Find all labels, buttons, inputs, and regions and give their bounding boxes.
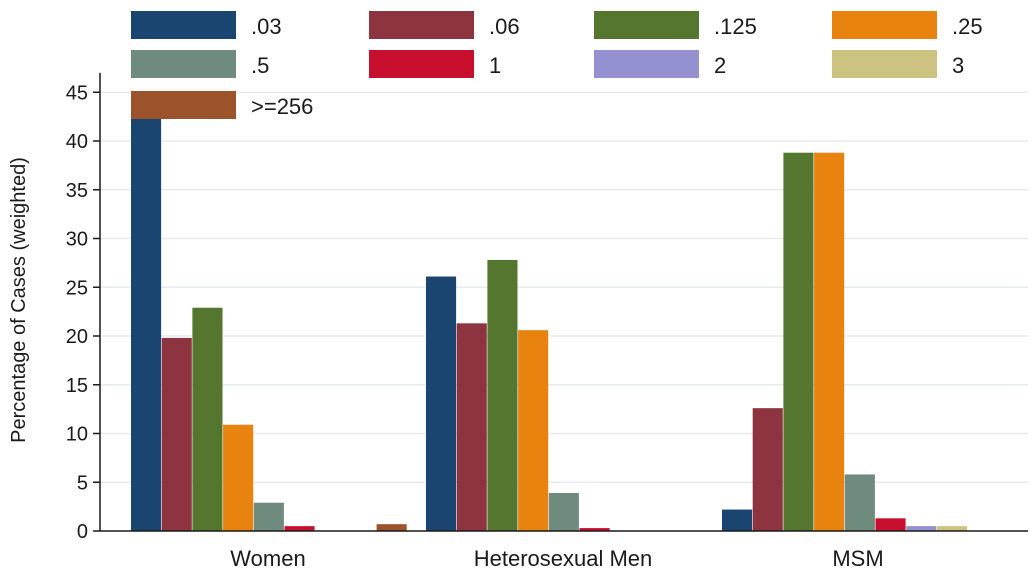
bar-msm-3: [936, 526, 967, 531]
y-tick-label: 20: [66, 326, 88, 348]
axes: 0 5 10 15 20 25 30 35 40 45 Women Heterosexual Men M…: [66, 72, 1028, 571]
legend-swatch-256: [131, 91, 236, 119]
legend-label-06: .06: [489, 14, 520, 39]
y-tick-label: 15: [66, 375, 88, 397]
y-tick-label: 5: [77, 472, 88, 494]
legend-swatch-03: [131, 11, 236, 39]
bar-women-1: [284, 526, 315, 531]
bar-women-25: [223, 424, 254, 531]
legend-label-5: .5: [251, 53, 269, 78]
bar-heterosexual-men-1: [579, 528, 610, 531]
legend-label-03: .03: [251, 14, 282, 39]
y-tick-label: 0: [77, 521, 88, 543]
bar-msm-2: [906, 526, 937, 531]
bar-women-03: [131, 117, 162, 531]
legend-swatch-5: [131, 50, 236, 78]
bar-women-125: [192, 307, 223, 531]
bar-heterosexual-men-06: [456, 323, 487, 531]
bar-women-06: [161, 337, 192, 531]
y-axis-title: Percentage of Cases (weighted): [8, 157, 30, 443]
legend-swatch-2: [594, 50, 699, 78]
bar-msm-25: [814, 152, 845, 531]
bar-heterosexual-men-5: [548, 492, 579, 531]
legend-swatch-1: [369, 50, 474, 78]
legend-label-256: >=256: [251, 94, 313, 119]
gridlines: [100, 91, 1028, 483]
legend-label-3: 3: [952, 53, 964, 78]
legend-swatch-3: [832, 50, 937, 78]
y-tick-label: 10: [66, 424, 88, 446]
legend-label-1: 1: [489, 53, 501, 78]
bar-msm-1: [875, 518, 906, 531]
x-category-label: MSM: [832, 546, 883, 571]
legend-label-125: .125: [714, 14, 757, 39]
bars: [131, 117, 967, 531]
bar-women-5: [253, 502, 284, 531]
bar-heterosexual-men-03: [426, 276, 457, 531]
x-category-label: Women: [230, 546, 305, 571]
bar-msm-06: [752, 408, 783, 531]
y-tick-label: 35: [66, 180, 88, 202]
y-tick-label: 40: [66, 131, 88, 153]
y-tick-label: 45: [66, 82, 88, 104]
bar-women-256: [376, 524, 407, 531]
bar-heterosexual-men-125: [487, 259, 518, 531]
x-category-label: Heterosexual Men: [474, 546, 653, 571]
legend-swatch-06: [369, 11, 474, 39]
legend: .03 .06 .125 .25 .5 1 2 3 >=256: [131, 11, 983, 119]
y-tick-label: 25: [66, 277, 88, 299]
y-tick-label: 30: [66, 229, 88, 251]
legend-swatch-25: [832, 11, 937, 39]
bar-msm-125: [783, 152, 814, 531]
legend-label-25: .25: [952, 14, 983, 39]
bar-heterosexual-men-25: [518, 330, 549, 531]
legend-label-2: 2: [714, 53, 726, 78]
bar-msm-03: [722, 509, 753, 531]
legend-swatch-125: [594, 11, 699, 39]
bar-msm-5: [844, 474, 875, 531]
